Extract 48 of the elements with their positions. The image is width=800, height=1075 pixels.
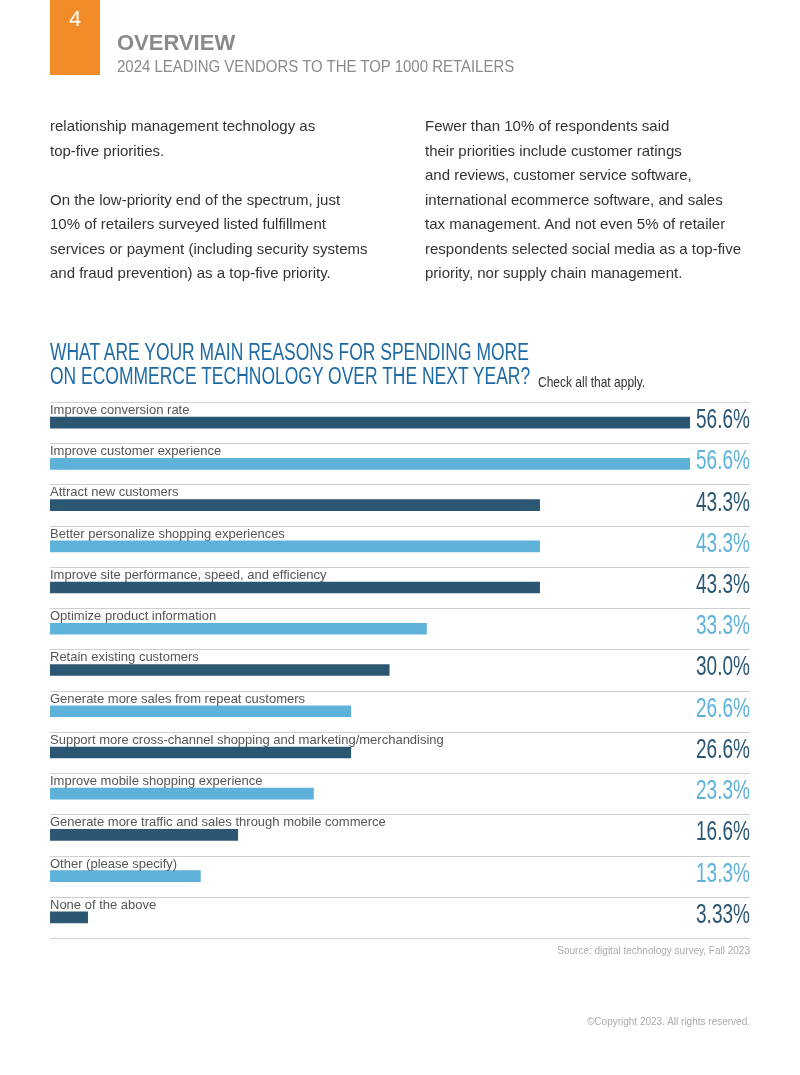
data-label: 13.3% [696, 857, 750, 888]
y-tick-label: Improve site performance, speed, and efficiency [50, 566, 328, 582]
bar [50, 664, 390, 676]
bar [50, 540, 540, 553]
data-label: 26.6% [696, 733, 750, 764]
bar [50, 458, 690, 470]
text: relationship management technology as top-five priorities. On the low-priority end of the spectrum, just 10% of retailers surveyed listed fulfillment services or payment (including security systems and fraud prevention) as a top-five priority. [50, 117, 368, 281]
text: 2024 LEADING VENDORS TO THE TOP 1000 RETAILERS [117, 57, 515, 77]
text: OVERVIEW [117, 30, 236, 56]
bar [50, 911, 88, 924]
y-tick-label: Retain existing customers [50, 649, 200, 665]
source-note: Source: digital technology survey, Fall 2023 [557, 945, 750, 956]
data-label: 56.6% [696, 445, 750, 476]
data-label: 30.0% [696, 651, 750, 682]
bar [50, 581, 540, 594]
y-tick-label: Better personalize shopping experiences [50, 525, 286, 541]
data-label: 16.6% [696, 816, 750, 847]
data-label: 56.6% [696, 403, 750, 434]
data-label: 43.3% [696, 568, 750, 599]
bar [50, 870, 201, 882]
chart-subtitle: Check all that apply. [538, 373, 646, 390]
y-tick-label: None of the above [50, 896, 157, 912]
data-label: 23.3% [696, 774, 750, 805]
y-tick-label: Generate more traffic and sales through mobile commerce [50, 814, 386, 830]
data-label: 3.33% [696, 898, 750, 929]
y-tick-label: Generate more sales from repeat customers [50, 690, 306, 706]
data-label: 33.3% [696, 609, 750, 640]
text: Fewer than 10% of respondents said their priorities include customer ratings and reviews, customer service software, international ecommerce software, and sales tax management. And not even 5% of retailer respondents selected social media as a top-five priority, nor supply chain management. [425, 116, 742, 283]
y-tick-label: Other (please specify) [50, 855, 178, 871]
chart-title: WHAT ARE YOUR MAIN REASONS FOR SPENDING MORE ON ECOMMERCE TECHNOLOGY OVER THE NEXT YEAR? [50, 339, 531, 389]
bar [50, 829, 239, 841]
bar [50, 622, 427, 635]
y-tick-label: Improve conversion rate [50, 402, 190, 417]
y-tick-label: Improve customer experience [50, 443, 222, 459]
data-label: 43.3% [696, 527, 750, 558]
y-tick-label: Attract new customers [50, 484, 180, 500]
data-label: 26.6% [696, 692, 750, 723]
text: 4 [50, 0, 100, 75]
text: ©Copyright 2023. All rights reserved. [586, 1016, 750, 1027]
y-tick-label: Optimize product information [50, 608, 217, 624]
data-label: 43.3% [696, 486, 750, 517]
y-tick-label: Improve mobile shopping experience [50, 773, 263, 789]
y-tick-label: Support more cross-channel shopping and marketing/merchandising [50, 731, 444, 747]
bar [50, 705, 352, 718]
bar [50, 746, 352, 759]
bar [50, 499, 540, 511]
bar [50, 787, 314, 800]
bar [50, 416, 690, 429]
